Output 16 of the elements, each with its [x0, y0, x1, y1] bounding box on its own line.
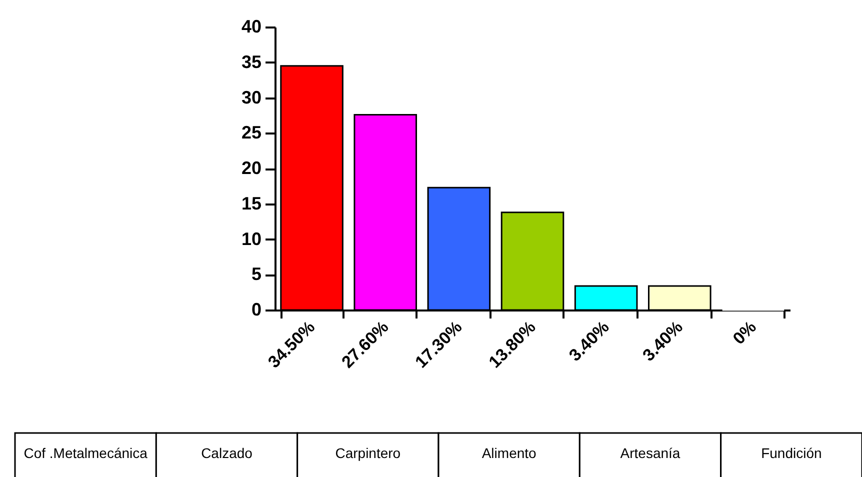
text: Cof .Metalmecánica: [24, 445, 148, 461]
y-tick-label: 20: [241, 158, 262, 178]
y-tick-label: 5: [251, 264, 262, 284]
y-tick-label: 15: [241, 193, 262, 214]
y-tick-label: 30: [241, 87, 262, 108]
text: Carpintero: [335, 445, 401, 461]
text: Artesanía: [620, 445, 680, 461]
y-tick-label: 35: [241, 52, 262, 72]
x-tick-label: 0%: [729, 317, 760, 348]
y-tick-label: 40: [241, 16, 262, 36]
text: Alimento: [482, 445, 537, 461]
text: Fundición: [761, 445, 822, 461]
y-tick-label: 10: [241, 228, 262, 249]
y-tick-label: 0: [251, 300, 262, 320]
text: Calzado: [201, 445, 253, 461]
y-tick-label: 25: [241, 122, 262, 143]
